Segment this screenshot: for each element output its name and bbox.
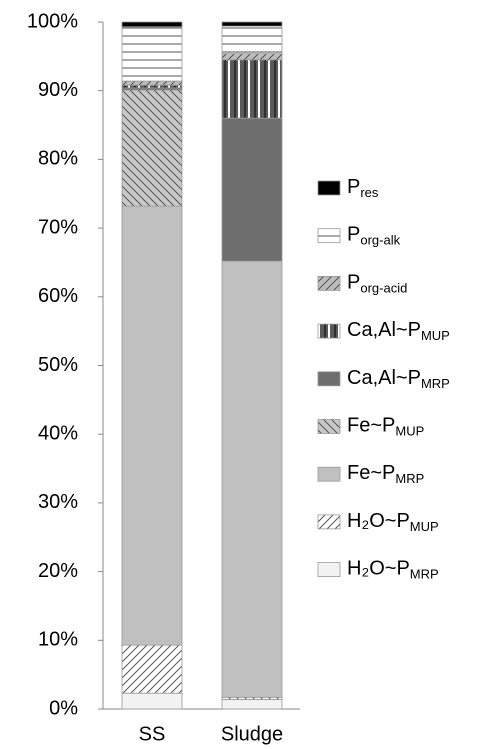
legend-label: Porg-alk	[347, 224, 401, 248]
bar-segment	[121, 205, 183, 646]
legend-label: Ca,Al~PMRP	[347, 367, 450, 391]
legend-swatch	[317, 228, 341, 244]
bar-segment	[121, 644, 183, 694]
legend-swatch	[317, 514, 341, 530]
y-tick-label: 10%	[38, 629, 78, 651]
bar-segment	[221, 260, 283, 698]
legend-label: Fe~PMUP	[347, 415, 424, 439]
y-tick-label: 80%	[38, 148, 78, 170]
bar-segment	[221, 117, 283, 262]
bar-segment	[121, 84, 183, 89]
y-tick-label: 50%	[38, 354, 78, 376]
y-tick-label: 70%	[38, 216, 78, 238]
bar-segment	[221, 21, 283, 27]
y-tick-label: 30%	[38, 491, 78, 513]
y-tick-label: 20%	[38, 560, 78, 582]
bar-segment	[121, 26, 183, 82]
bar-segment	[221, 59, 283, 119]
legend-swatch	[317, 466, 341, 482]
bar-segment	[121, 80, 183, 86]
legend-swatch	[317, 562, 341, 577]
y-tick-label: 100%	[27, 10, 78, 32]
legend-label: H₂O~PMRP	[347, 558, 439, 582]
bar-segment	[221, 53, 283, 61]
legend-label: H₂O~PMUP	[347, 510, 439, 534]
legend-swatch	[317, 419, 341, 434]
legend-swatch	[317, 180, 341, 196]
x-tick-label: SS	[139, 723, 166, 745]
legend-swatch	[317, 323, 341, 339]
legend-label: Ca,Al~PMUP	[347, 319, 450, 343]
bar-segment	[121, 692, 183, 710]
legend-swatch	[317, 371, 341, 387]
legend-label: Fe~PMRP	[347, 462, 424, 486]
bar-segment	[221, 25, 283, 55]
legend-swatch	[317, 275, 341, 291]
bar-segment	[121, 89, 183, 207]
bar-segment	[121, 21, 183, 28]
legend-label: Porg-acid	[347, 272, 407, 296]
y-tick-label: 0%	[49, 697, 78, 719]
y-tick-label: 40%	[38, 422, 78, 444]
y-tick-label: 60%	[38, 285, 78, 307]
y-tick-label: 90%	[38, 79, 78, 101]
x-tick-label: Sludge	[221, 723, 283, 745]
bar-segment	[221, 698, 283, 710]
legend-label: Pres	[347, 176, 379, 200]
